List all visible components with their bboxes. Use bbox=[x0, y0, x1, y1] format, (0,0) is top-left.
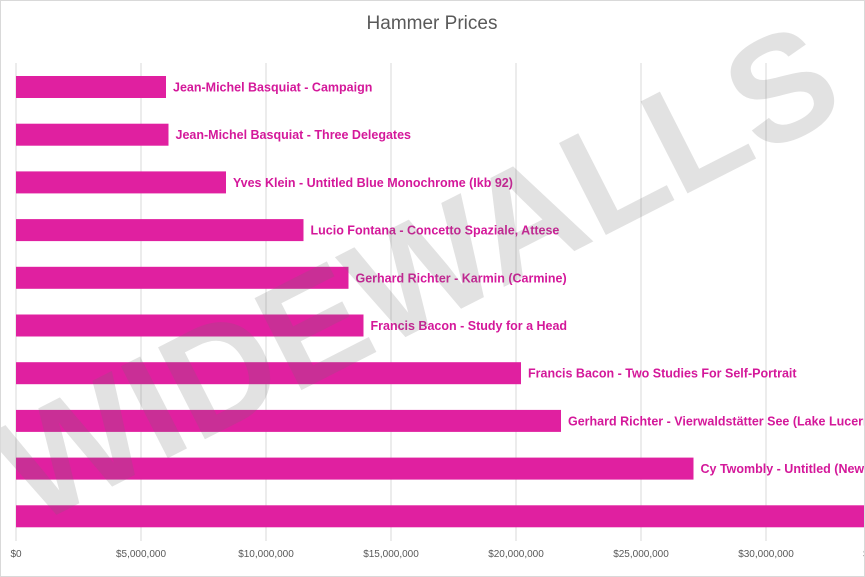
bar-labels: Jean-Michel Basquiat - Campaign Jean-Mich… bbox=[173, 81, 865, 477]
bar bbox=[16, 123, 169, 146]
bar bbox=[16, 76, 166, 98]
x-tick-label: $25,000,000 bbox=[613, 549, 669, 560]
bar-label: Gerhard Richter - Vierwaldstätter See (L… bbox=[568, 414, 864, 428]
bars bbox=[16, 76, 864, 528]
x-tick-label: $35,000,000 bbox=[863, 549, 864, 560]
bar bbox=[16, 171, 226, 194]
x-tick-label: $30,000,000 bbox=[738, 549, 794, 560]
bar-label: Cy Twombly - Untitled (New York City) bbox=[701, 462, 865, 476]
x-tick-label: $15,000,000 bbox=[363, 549, 419, 560]
x-tick-label: $0 bbox=[10, 549, 22, 560]
bar bbox=[16, 266, 349, 289]
bar bbox=[16, 457, 694, 480]
bar bbox=[16, 219, 304, 242]
bar bbox=[16, 314, 364, 337]
bar-label: Francis Bacon - Study for a Head bbox=[371, 319, 568, 333]
x-axis-ticks: $0 $5,000,000 $10,000,000 $15,000,000 $20,00… bbox=[10, 549, 864, 560]
bar-label: Jean-Michel Basquiat - Three Delegates bbox=[176, 128, 412, 142]
bar bbox=[16, 409, 561, 432]
chart-title: Hammer Prices bbox=[367, 13, 498, 34]
bar-label: Jean-Michel Basquiat - Campaign bbox=[173, 81, 372, 95]
bar-label: Yves Klein - Untitled Blue Monochrome (I… bbox=[233, 176, 513, 190]
bar-label: Lucio Fontana - Concetto Spaziale, Attes… bbox=[311, 224, 560, 238]
x-tick-label: $20,000,000 bbox=[488, 549, 544, 560]
bar bbox=[16, 505, 864, 528]
x-tick-label: $10,000,000 bbox=[238, 549, 294, 560]
bar-label: Gerhard Richter - Karmin (Carmine) bbox=[356, 271, 567, 285]
bar-label: Francis Bacon - Two Studies For Self-Por… bbox=[528, 367, 797, 381]
bar bbox=[16, 362, 521, 385]
x-tick-label: $5,000,000 bbox=[116, 549, 166, 560]
